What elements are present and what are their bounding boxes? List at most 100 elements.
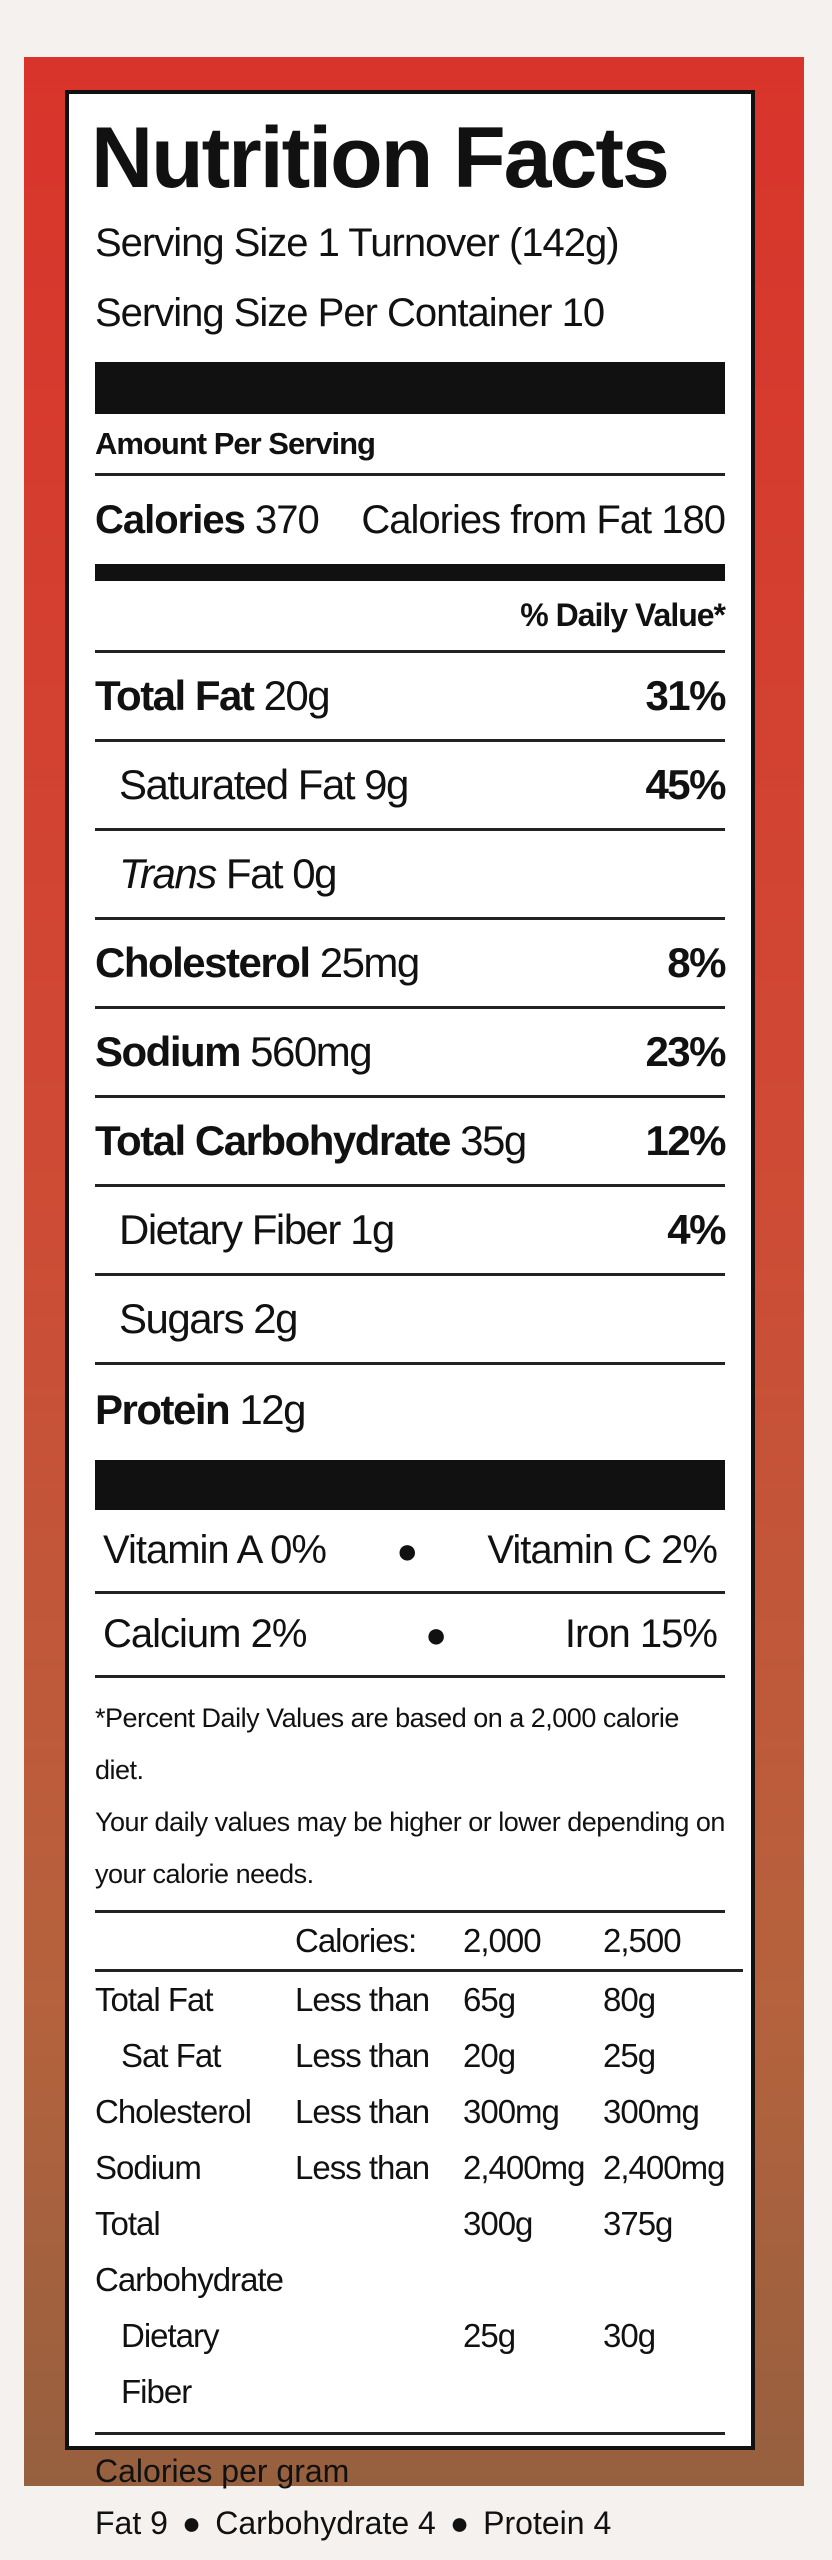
table-nutrient: Cholesterol: [95, 2093, 252, 2130]
cpg-item: Protein 4: [483, 2505, 612, 2541]
bullet: ●: [181, 2505, 202, 2541]
table-header-cell: [95, 1913, 295, 1972]
vitamin: Calcium 2%: [103, 1612, 307, 1656]
nutrient-name: Fat: [225, 850, 284, 897]
table-value: 65g: [463, 1981, 516, 2018]
calories-per-gram: Calories per gram Fat 9 ● Carbohydrate 4 ● P…: [95, 2435, 725, 2549]
table-value: 30g: [603, 2317, 656, 2354]
footnote-line: your calorie needs.: [95, 1859, 314, 1889]
calories-per-gram-label: Calories per gram: [95, 2453, 350, 2489]
nutrient-row: Dietary Fiber 1g 4%: [95, 1187, 726, 1276]
nutrient-amount: 2g: [253, 1295, 298, 1342]
table-limit: Less than: [295, 2093, 430, 2130]
daily-value: 23%: [645, 1028, 726, 1075]
cpg-item: Fat 9: [95, 2505, 168, 2541]
table-value: 2,400mg: [463, 2149, 585, 2186]
bullet: ●: [425, 1613, 447, 1655]
vitamin: Iron 15%: [564, 1612, 718, 1656]
daily-value-header: % Daily Value*: [520, 597, 726, 633]
daily-value: 45%: [645, 761, 726, 808]
vitamin-row: Vitamin A 0% ● Vitamin C 2%: [95, 1510, 725, 1594]
footnote-line: *Percent Daily Values are based on a 2,0…: [95, 1703, 679, 1785]
calories: Calories 370: [95, 497, 320, 543]
nutrient-name: Dietary Fiber: [119, 1206, 341, 1253]
nutrient-row: Saturated Fat 9g 45%: [95, 742, 726, 831]
table-nutrient: Dietary Fiber: [121, 2317, 220, 2410]
vitamin: Vitamin A 0%: [103, 1528, 327, 1572]
daily-value-row: % Daily Value*: [95, 581, 726, 653]
calories-label: Calories: [95, 497, 246, 542]
nutrient-amount: 1g: [350, 1206, 395, 1253]
nutrient-name: Protein: [95, 1385, 231, 1433]
nutrient-row: Protein 12g: [95, 1365, 725, 1454]
serving-size: Serving Size 1 Turnover (142g): [95, 221, 620, 265]
table-value: 2,400mg: [603, 2149, 725, 2186]
table-nutrient: Sat Fat: [121, 2037, 221, 2074]
nutrient-row: Cholesterol 25mg 8%: [95, 920, 726, 1009]
nutrient-name: Total Fat: [95, 672, 255, 719]
nutrient-row: Total Carbohydrate 35g 12%: [95, 1098, 726, 1187]
reference-table: Calories: 2,000 2,500 Total Fat Less than…: [95, 1913, 743, 2435]
table-value: 300mg: [603, 2093, 700, 2130]
bullet: ●: [449, 2505, 470, 2541]
table-value: 300mg: [463, 2093, 560, 2130]
calories-row: Calories 370 Calories from Fat 180: [95, 476, 726, 564]
footnote-line: Your daily values may be higher or lower…: [95, 1807, 725, 1837]
nutrient-name: Saturated Fat: [119, 761, 355, 808]
daily-value: 4%: [667, 1206, 726, 1253]
table-limit: Less than: [295, 2037, 430, 2074]
cpg-item: Carbohydrate 4: [215, 2505, 436, 2541]
nutrient-amount: 0g: [292, 850, 337, 897]
table-value: 375g: [603, 2205, 673, 2242]
table-header-cell: 2,000: [463, 1913, 603, 1972]
table-limit: Less than: [295, 2149, 430, 2186]
nutrient-row: Total Fat 20g 31%: [95, 653, 726, 742]
nutrient-name: Sodium: [95, 1028, 242, 1075]
divider-bar: [95, 362, 725, 414]
nutrient-amount: 25mg: [319, 939, 421, 986]
nutrient-amount: 20g: [263, 672, 331, 719]
divider-bar: [95, 1460, 725, 1510]
nutrient-name: Total Carbohydrate: [95, 1117, 451, 1164]
table-limit: Less than: [295, 1981, 430, 2018]
table-nutrient: Total Carbohydrate: [95, 2205, 284, 2298]
servings-per-container: Serving Size Per Container 10: [95, 291, 605, 335]
table-limit: [295, 2308, 463, 2420]
daily-value: 8%: [667, 939, 726, 986]
daily-value: 12%: [645, 1117, 726, 1164]
nutrient-name: Cholesterol: [95, 939, 311, 986]
calories-per-gram-items: Fat 9 ● Carbohydrate 4 ● Protein 4: [95, 2497, 725, 2549]
table-value: 300g: [463, 2205, 533, 2242]
nutrient-row: Sugars 2g: [95, 1276, 725, 1365]
table-value: 20g: [463, 2037, 516, 2074]
daily-value: 31%: [645, 672, 726, 719]
vitamin-row: Calcium 2% ● Iron 15%: [95, 1594, 725, 1678]
table-nutrient: Sodium: [95, 2149, 202, 2186]
amount-row: Amount Per Serving: [95, 414, 725, 476]
amount-per-serving: Amount Per Serving: [95, 425, 376, 461]
nutrient-name: Sugars: [119, 1295, 245, 1342]
footnote: *Percent Daily Values are based on a 2,0…: [95, 1678, 725, 1913]
nutrient-amount: 560mg: [250, 1028, 372, 1075]
nutrient-amount: 12g: [239, 1385, 306, 1433]
calories-value: 370: [254, 497, 320, 542]
nutrient-row: Trans Fat 0g: [95, 831, 725, 920]
table-value: 25g: [463, 2317, 516, 2354]
table-limit: [295, 2196, 463, 2308]
table-nutrient: Total Fat: [95, 1981, 214, 2018]
nutrient-amount: 9g: [364, 761, 409, 808]
nutrient-name-italic: Trans: [119, 850, 217, 897]
package-background: Nutrition Facts Serving Size 1 Turnover …: [24, 57, 804, 2541]
divider-bar: [95, 564, 725, 581]
nutrient-amount: 35g: [460, 1117, 527, 1164]
calories-from-fat: Calories from Fat 180: [361, 497, 726, 542]
table-value: 25g: [603, 2037, 656, 2074]
nutrient-row: Sodium 560mg 23%: [95, 1009, 726, 1098]
title: Nutrition Facts: [91, 110, 670, 206]
vitamin: Vitamin C 2%: [487, 1528, 718, 1572]
table-value: 80g: [603, 1981, 656, 2018]
nutrition-label: Nutrition Facts Serving Size 1 Turnover …: [65, 90, 755, 2541]
bullet: ●: [396, 1529, 418, 1571]
